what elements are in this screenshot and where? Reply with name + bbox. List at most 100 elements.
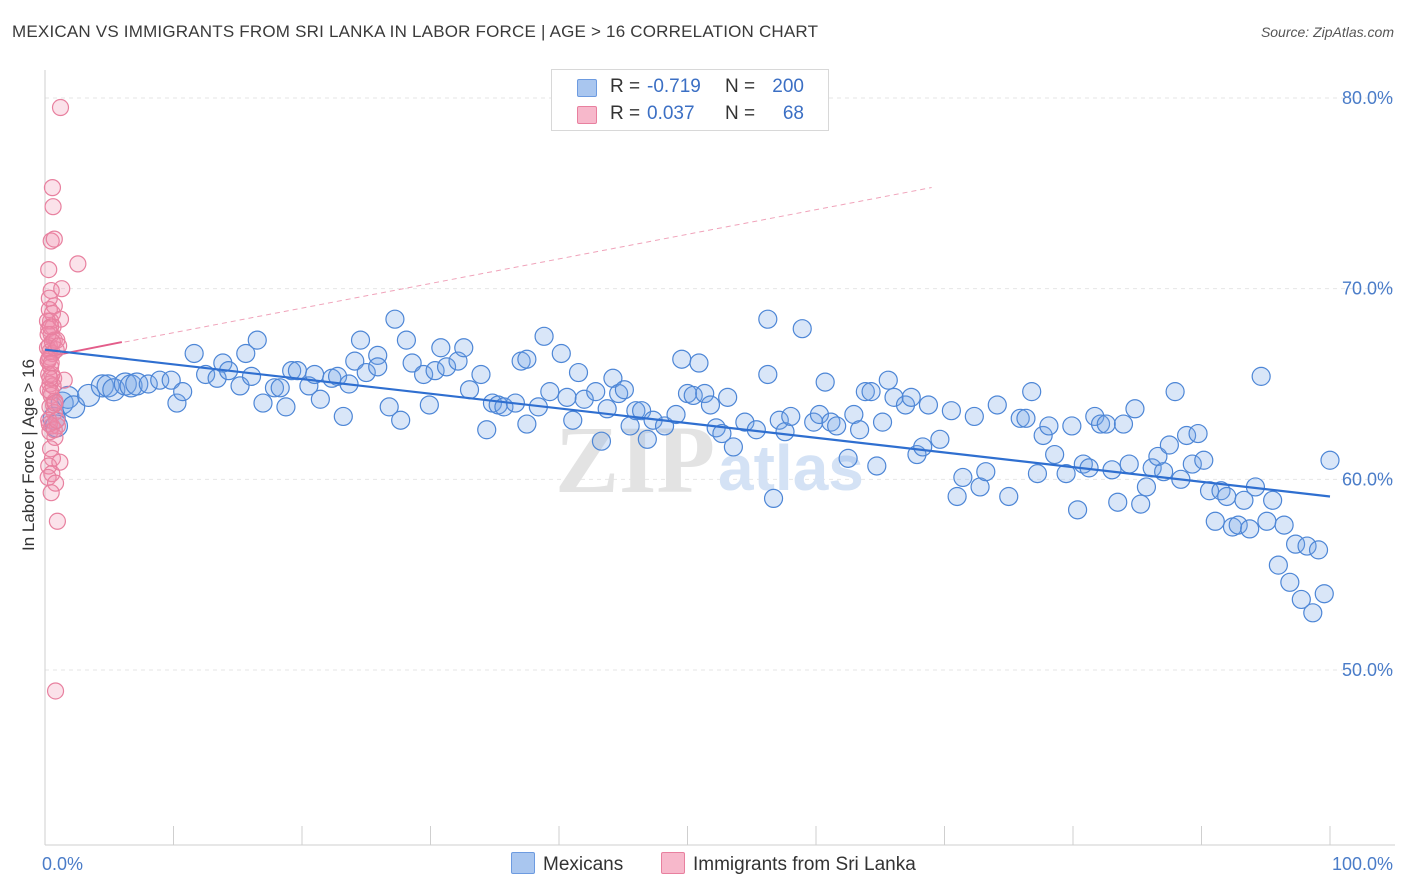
mexicans-point — [1022, 382, 1042, 402]
x-tick-labels: 0.0% 100.0% — [42, 854, 1393, 874]
x-tick-label: 0.0% — [42, 854, 83, 874]
sri-lanka-point — [40, 261, 58, 279]
mexicans-point — [809, 404, 830, 425]
mexicans-point — [872, 412, 893, 432]
mexicans-points — [42, 309, 1340, 623]
mexicans-point — [551, 343, 571, 364]
blue-trend — [44, 348, 1331, 498]
mexicans-point — [586, 382, 606, 402]
mexicans-point — [930, 429, 950, 449]
mexicans-point — [247, 330, 267, 350]
mexicans-point — [419, 395, 439, 415]
mexicans-point — [557, 387, 577, 407]
mexicans-point — [1131, 494, 1151, 514]
mexicans-point — [276, 397, 296, 417]
mexicans-point — [1016, 408, 1036, 428]
mexicans-point — [173, 382, 193, 402]
mexicans-point — [1119, 454, 1139, 474]
y-tick-labels: 50.0% 60.0% 70.0% 80.0% — [1342, 88, 1393, 680]
mexicans-point — [964, 406, 984, 427]
mexicans-point — [953, 467, 973, 488]
mexicans-point — [735, 412, 755, 432]
bottom-swatch-blue — [511, 852, 535, 874]
mexicans-point — [1274, 515, 1294, 535]
mexicans-point — [1234, 490, 1254, 510]
mexicans-point — [1033, 425, 1053, 446]
mexicans-point — [1108, 492, 1128, 512]
mexicans-point — [878, 370, 898, 390]
bottom-legend-label-mexicans: Mexicans — [543, 854, 624, 875]
mexicans-point — [1257, 511, 1277, 531]
mexicans-point — [1056, 464, 1076, 484]
mexicans-point — [626, 401, 646, 421]
mexicans-point — [781, 406, 801, 427]
sri-lanka-point — [40, 289, 58, 307]
mexicans-point — [310, 389, 330, 409]
mexicans-point — [1067, 500, 1088, 520]
sri-lanka-point — [44, 198, 62, 216]
mexicans-point — [396, 330, 417, 350]
mexicans-point — [414, 364, 434, 385]
mexicans-point — [574, 389, 594, 409]
mexicans-point — [947, 486, 967, 507]
mexicans-point — [614, 380, 634, 400]
mexicans-point — [672, 349, 692, 369]
mexicans-point — [769, 410, 789, 430]
mexicans-point — [1010, 408, 1030, 428]
sri-lanka-point — [53, 280, 71, 298]
legend-n-label: N = — [725, 103, 756, 124]
sri-lanka-point — [46, 682, 65, 700]
mexicans-point — [591, 431, 612, 451]
mexicans-point — [1280, 572, 1300, 592]
blue-trend-line — [44, 348, 1331, 498]
mexicans-point — [867, 456, 887, 476]
mexicans-point — [1308, 540, 1329, 560]
mexicans-point — [1113, 414, 1134, 434]
mexicans-point — [333, 406, 353, 427]
mexicans-point — [1211, 481, 1231, 501]
y-tick-label: 80.0% — [1342, 88, 1393, 108]
mexicans-point — [1263, 490, 1283, 510]
mexicans-point — [901, 387, 921, 407]
mexicans-point — [1228, 515, 1248, 535]
mexicans-point — [855, 382, 875, 402]
mexicans-point — [1062, 416, 1082, 436]
mexicans-point — [161, 370, 181, 390]
mexicans-point — [236, 343, 256, 364]
mexicans-point — [758, 309, 778, 329]
mexicans-point — [431, 338, 451, 358]
mexicans-point — [563, 410, 583, 430]
mexicans-point — [689, 353, 709, 373]
legend-r-label: R = — [610, 103, 641, 124]
mexicans-point — [1314, 584, 1334, 604]
mexicans-point — [102, 378, 126, 402]
mexicans-point — [125, 372, 149, 396]
mexicans-point — [1165, 382, 1185, 402]
mexicans-point — [666, 404, 686, 425]
sri-lanka-points — [38, 98, 87, 700]
mexicans-point — [1096, 414, 1116, 434]
mexicans-point — [385, 309, 405, 329]
mexicans-point — [1240, 519, 1260, 539]
legend-r-value: 0.037 — [647, 103, 695, 124]
mexicans-point — [264, 378, 285, 398]
mexicans-point — [150, 370, 170, 390]
legend-swatch-blue — [577, 79, 597, 97]
chart-title: MEXICAN VS IMMIGRANTS FROM SRI LANKA IN … — [12, 22, 819, 41]
sri-lanka-point — [42, 354, 60, 372]
mexicans-point — [1217, 486, 1237, 507]
mexicans-point — [637, 429, 657, 449]
mexicans-point — [356, 362, 376, 383]
sri-lanka-point — [41, 318, 60, 336]
mexicans-point — [815, 372, 835, 392]
mexicans-point — [540, 382, 560, 402]
mexicans-point — [723, 437, 743, 457]
mexicans-point — [196, 364, 216, 385]
mexicans-point — [913, 437, 933, 457]
mexicans-point — [517, 349, 537, 369]
mexicans-point — [700, 395, 721, 415]
mexicans-point — [1159, 435, 1179, 455]
mexicans-point — [849, 420, 870, 440]
mexicans-point — [1182, 454, 1202, 474]
